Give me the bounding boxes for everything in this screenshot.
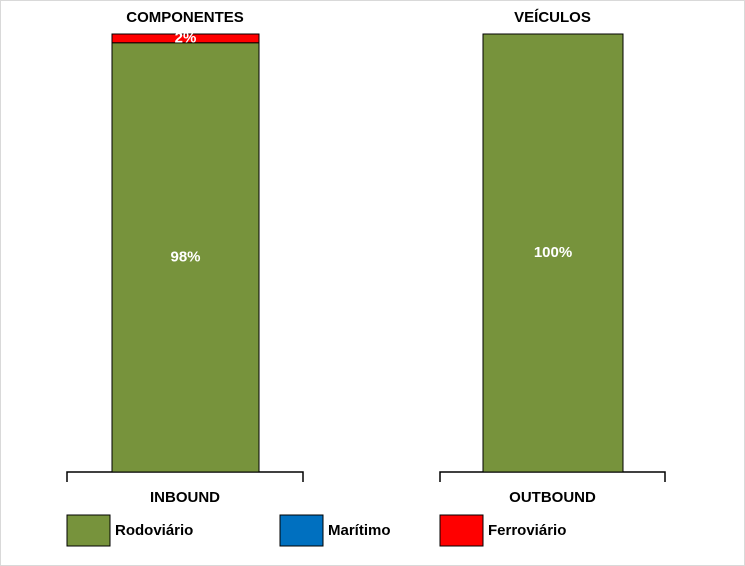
legend-label: Rodoviário [115, 522, 193, 539]
x-tick-label: INBOUND [150, 489, 220, 506]
legend-label: Marítimo [328, 522, 391, 539]
legend-swatch [279, 514, 324, 547]
panel-title: VEÍCULOS [514, 9, 591, 26]
panel-title: COMPONENTES [126, 9, 244, 26]
bar-segment [111, 33, 260, 44]
bar-segment [111, 42, 260, 473]
data-label: 100% [534, 244, 572, 261]
data-label: 2% [175, 29, 197, 46]
bar-segment [482, 33, 624, 473]
legend-label: Ferroviário [488, 522, 566, 539]
legend-swatch [66, 514, 111, 547]
x-tick-label: OUTBOUND [509, 489, 596, 506]
data-label: 98% [170, 248, 200, 265]
legend-swatch [439, 514, 484, 547]
